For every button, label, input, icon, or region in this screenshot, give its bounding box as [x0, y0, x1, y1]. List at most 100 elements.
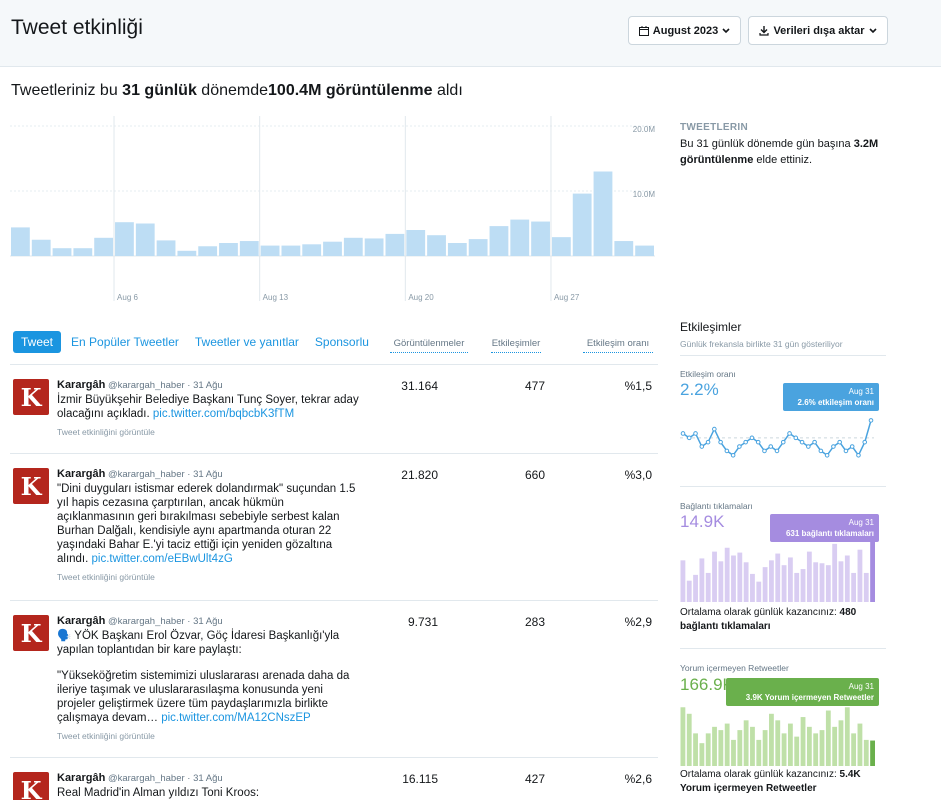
- tweet-text-content-2: "Yükseköğretim sistemimizi uluslararası …: [57, 670, 350, 724]
- summary-days: 31 günlük: [122, 82, 197, 99]
- bar: [724, 547, 730, 602]
- tweet-author-name[interactable]: Karargâh: [57, 468, 106, 480]
- tweet-date: 31 Ağu: [193, 469, 223, 480]
- rate-point: [849, 444, 855, 449]
- rate-point: [806, 444, 811, 449]
- page-title: Tweet etkinliği: [11, 16, 143, 39]
- link-clicks-label: Bağlantı tıklamaları: [680, 501, 753, 511]
- chart-bar: [427, 235, 446, 256]
- avg-value: 480: [839, 607, 857, 618]
- bar: [819, 730, 825, 766]
- tweet-media-link[interactable]: pic.twitter.com/eEBwUlt4zG: [91, 553, 233, 565]
- retweets-label: Yorum içermeyen Retweetler: [680, 663, 789, 673]
- tweet-row: K Karargâh @karargah_haber · 31 Ağu Real…: [10, 757, 658, 800]
- tweet-engagement-rate: %3,0: [624, 468, 652, 482]
- date-range-button[interactable]: August 2023: [628, 16, 741, 45]
- tab-promoted[interactable]: Sponsorlu: [314, 335, 369, 349]
- bar: [851, 572, 857, 602]
- tab-tweets-and-replies[interactable]: Tweetler ve yanıtlar: [194, 335, 299, 349]
- tweet-text: Real Madrid'in Alman yıldızı Toni Kroos:: [57, 786, 362, 800]
- bar: [870, 540, 875, 602]
- summary-text: Tweetleriniz bu 31 günlük dönemde100.4M …: [11, 82, 463, 100]
- chart-bar: [219, 243, 238, 256]
- tweet-handle: @karargah_haber: [107, 616, 185, 627]
- tab-top-tweets[interactable]: En Popüler Tweetler: [71, 335, 179, 349]
- tweet-date: 31 Ağu: [193, 616, 223, 627]
- bar: [724, 723, 730, 766]
- tooltip-text: 2.6% etkileşim oranı: [797, 398, 874, 407]
- bar: [712, 551, 717, 602]
- tweet-handle: @karargah_haber: [107, 380, 185, 391]
- engagement-rate-sparkline: [680, 418, 874, 458]
- chart-bar: [260, 245, 280, 256]
- rate-point: [718, 439, 723, 445]
- view-tweet-activity-link[interactable]: Tweet etkinliğini görüntüle: [57, 731, 155, 741]
- rate-point: [743, 439, 748, 445]
- rate-point: [856, 452, 861, 458]
- tweet-body: Karargâh @karargah_haber · 31 Ağu İzmir …: [57, 379, 362, 437]
- chart-bar: [531, 221, 550, 256]
- bar: [775, 553, 781, 602]
- summary-suffix: aldı: [432, 82, 463, 99]
- avatar[interactable]: K: [13, 772, 49, 800]
- tweet-text-content: "Dini duyguları istismar ederek dolandır…: [57, 483, 356, 565]
- bar: [844, 707, 850, 766]
- rate-point: [799, 439, 805, 445]
- bar: [705, 572, 711, 602]
- tweet-media-link[interactable]: pic.twitter.com/bqbcbK3fTM: [152, 408, 295, 420]
- tweet-text: "Yükseköğretim sistemimizi uluslararası …: [57, 669, 362, 725]
- chart-bar: [281, 245, 301, 256]
- bar: [699, 558, 705, 602]
- download-icon: [759, 25, 770, 36]
- side-info-text: Bu 31 günlük dönemde gün başına 3.2M gör…: [680, 136, 910, 168]
- bar: [686, 580, 692, 602]
- tweet-text: İzmir Büyükşehir Belediye Başkanı Tunç S…: [57, 393, 362, 421]
- tweet-views: 16.115: [402, 772, 438, 786]
- export-label: Verileri dışa aktar: [773, 24, 865, 37]
- chart-bar: [73, 248, 93, 256]
- bar: [787, 723, 793, 766]
- view-tweet-activity-link[interactable]: Tweet etkinliğini görüntüle: [57, 427, 155, 437]
- bar: [731, 555, 736, 602]
- avatar[interactable]: K: [13, 468, 49, 504]
- rate-point: [693, 431, 698, 436]
- avatar[interactable]: K: [13, 615, 49, 651]
- view-tweet-activity-link[interactable]: Tweet etkinliğini görüntüle: [57, 572, 155, 582]
- avg-suffix: Yorum içermeyen Retweetler: [680, 783, 817, 794]
- chart-bar: [11, 227, 30, 256]
- tweet-date: 31 Ağu: [193, 380, 223, 391]
- bar: [813, 562, 819, 602]
- tab-tweets[interactable]: Tweet: [13, 331, 62, 353]
- rate-point: [686, 435, 692, 441]
- chart-bar: [323, 241, 342, 256]
- bar: [737, 730, 743, 766]
- tweet-author-name[interactable]: Karargâh: [57, 379, 106, 391]
- tweet-author-name[interactable]: Karargâh: [57, 772, 106, 784]
- column-header-engagements[interactable]: Etkileşimler: [491, 338, 541, 353]
- calendar-icon: [638, 25, 649, 36]
- tweet-media-link[interactable]: pic.twitter.com/MA12CNszEP: [161, 712, 311, 724]
- avatar[interactable]: K: [13, 379, 49, 415]
- tooltip-date: Aug 31: [848, 682, 874, 691]
- column-header-rate[interactable]: Etkileşim oranı: [583, 338, 653, 353]
- tweet-engagements: 427: [524, 772, 545, 786]
- tweet-list: K Karargâh @karargah_haber · 31 Ağu İzmi…: [10, 364, 658, 800]
- bar: [838, 561, 844, 602]
- tweet-handle: @karargah_haber: [107, 773, 185, 784]
- bar: [832, 726, 838, 766]
- bar: [731, 739, 736, 766]
- tweet-header: Karargâh @karargah_haber · 31 Ağu: [57, 615, 223, 627]
- column-header-views[interactable]: Görüntülenmeler: [390, 338, 468, 353]
- tweet-author-name[interactable]: Karargâh: [57, 615, 106, 627]
- tweet-engagements: 477: [524, 379, 545, 393]
- x-tick-label: Aug 13: [263, 293, 289, 302]
- export-data-button[interactable]: Verileri dışa aktar: [748, 16, 888, 45]
- y-tick-label: 10.0M: [633, 190, 656, 199]
- rate-point: [712, 426, 717, 432]
- date-range-label: August 2023: [652, 24, 719, 37]
- tweet-header: Karargâh @karargah_haber · 31 Ağu: [57, 468, 223, 480]
- tweet-body: Karargâh @karargah_haber · 31 Ağu 🗣️ YÖK…: [57, 615, 362, 741]
- chart-bar: [135, 223, 155, 256]
- rate-point: [868, 418, 874, 423]
- engagement-rate-tooltip: Aug 31 2.6% etkileşim oranı: [783, 383, 879, 411]
